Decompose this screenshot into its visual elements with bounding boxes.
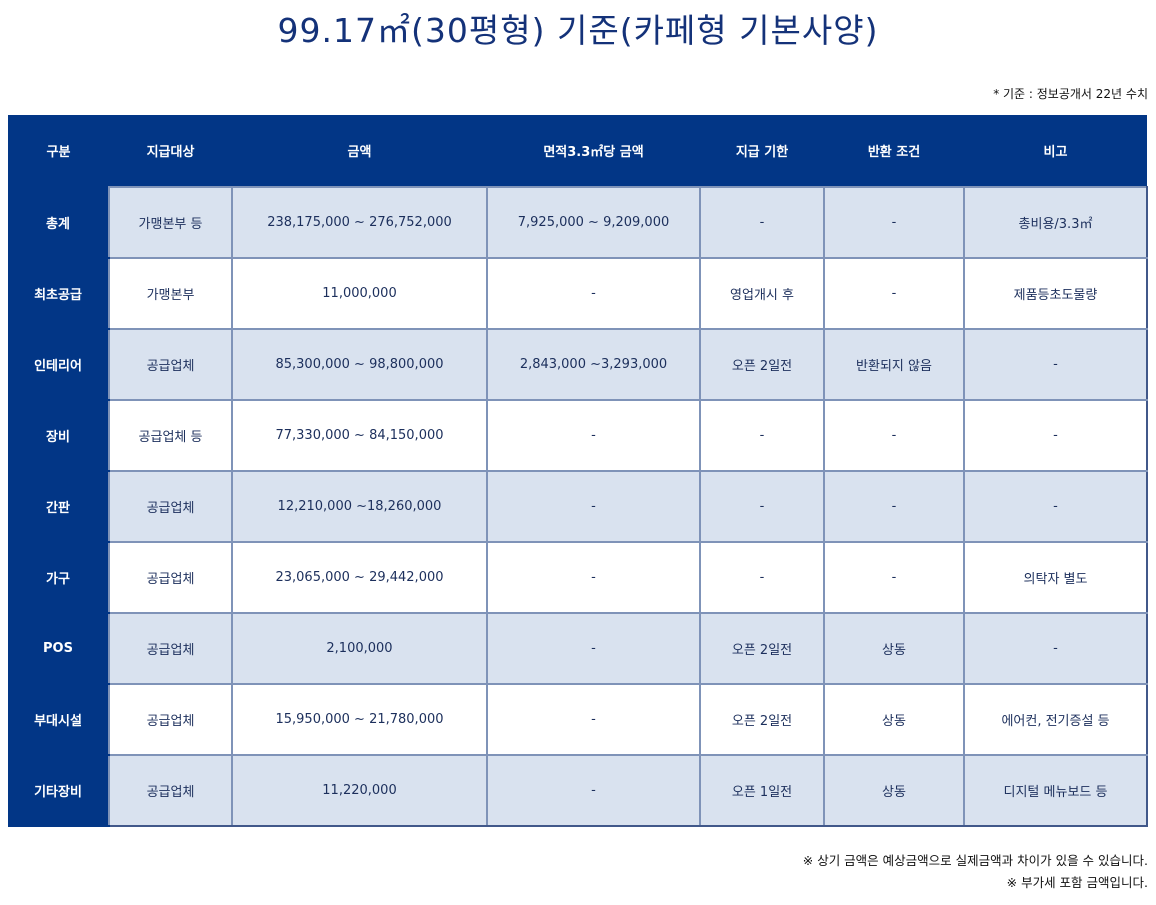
table-header-row: 구분 지급대상 금액 면적3.3㎡당 금액 지급 기한 반환 조건 비고 [8,115,1147,187]
table-row: POS 공급업체 2,100,000 - 오픈 2일전 상동 - [8,612,1148,685]
row-refund: - [823,399,965,472]
table-row: 간판 공급업체 12,210,000 ~18,260,000 - - - - [8,470,1148,543]
row-recipient: 공급업체 [108,754,233,827]
row-recipient: 공급업체 [108,541,233,614]
table-row: 인테리어 공급업체 85,300,000 ~ 98,800,000 2,843,… [8,328,1148,401]
row-amount: 15,950,000 ~ 21,780,000 [231,683,488,756]
row-category: 장비 [8,399,110,472]
header-deadline: 지급 기한 [700,115,824,187]
row-recipient: 공급업체 [108,328,233,401]
row-category: POS [8,612,110,685]
row-refund: - [823,186,965,259]
row-recipient: 가맹본부 등 [108,186,233,259]
row-amount: 238,175,000 ~ 276,752,000 [231,186,488,259]
row-deadline: 영업개시 후 [699,257,825,330]
row-refund: 상동 [823,683,965,756]
row-per-area: - [486,612,701,685]
row-note: 제품등초도물량 [963,257,1148,330]
row-per-area: - [486,257,701,330]
row-deadline: 오픈 1일전 [699,754,825,827]
row-category: 간판 [8,470,110,543]
row-refund: - [823,470,965,543]
table-row: 가구 공급업체 23,065,000 ~ 29,442,000 - - - 의탁… [8,541,1148,614]
row-recipient: 공급업체 [108,683,233,756]
row-note: - [963,399,1148,472]
row-note: - [963,470,1148,543]
row-category: 부대시설 [8,683,110,756]
header-refund: 반환 조건 [824,115,964,187]
table-row: 장비 공급업체 등 77,330,000 ~ 84,150,000 - - - … [8,399,1148,472]
row-refund: 반환되지 않음 [823,328,965,401]
header-amount: 금액 [232,115,487,187]
row-category: 인테리어 [8,328,110,401]
header-note: 비고 [964,115,1147,187]
row-amount: 85,300,000 ~ 98,800,000 [231,328,488,401]
table-row: 최초공급 가맹본부 11,000,000 - 영업개시 후 - 제품등초도물량 [8,257,1148,330]
row-amount: 23,065,000 ~ 29,442,000 [231,541,488,614]
row-amount: 12,210,000 ~18,260,000 [231,470,488,543]
row-per-area: 7,925,000 ~ 9,209,000 [486,186,701,259]
row-recipient: 공급업체 등 [108,399,233,472]
row-category: 기타장비 [8,754,110,827]
row-refund: - [823,257,965,330]
row-category: 총계 [8,186,110,259]
row-amount: 2,100,000 [231,612,488,685]
row-per-area: - [486,683,701,756]
row-category: 가구 [8,541,110,614]
row-note: 디지털 메뉴보드 등 [963,754,1148,827]
row-note: 의탁자 별도 [963,541,1148,614]
row-deadline: - [699,186,825,259]
row-deadline: 오픈 2일전 [699,612,825,685]
footnote-vat: ※ 부가세 포함 금액입니다. [1006,875,1148,890]
footnote-estimate: ※ 상기 금액은 예상금액으로 실제금액과 차이가 있을 수 있습니다. [802,853,1148,868]
row-deadline: - [699,470,825,543]
row-recipient: 공급업체 [108,612,233,685]
row-deadline: - [699,399,825,472]
page-title: 99.17㎡(30평형) 기준(카페형 기본사양) [277,11,879,50]
header-per-area: 면적3.3㎡당 금액 [487,115,700,187]
header-category: 구분 [8,115,109,187]
table-row: 부대시설 공급업체 15,950,000 ~ 21,780,000 - 오픈 2… [8,683,1148,756]
row-per-area: - [486,541,701,614]
row-refund: - [823,541,965,614]
row-note: 총비용/3.3㎡ [963,186,1148,259]
startup-cost-table: 구분 지급대상 금액 면적3.3㎡당 금액 지급 기한 반환 조건 비고 총계 … [8,115,1148,827]
row-per-area: - [486,399,701,472]
row-per-area: - [486,754,701,827]
header-recipient: 지급대상 [109,115,232,187]
row-recipient: 공급업체 [108,470,233,543]
table-row: 총계 가맹본부 등 238,175,000 ~ 276,752,000 7,92… [8,186,1148,259]
row-amount: 77,330,000 ~ 84,150,000 [231,399,488,472]
row-recipient: 가맹본부 [108,257,233,330]
row-note: - [963,612,1148,685]
row-category: 최초공급 [8,257,110,330]
row-amount: 11,220,000 [231,754,488,827]
row-refund: 상동 [823,754,965,827]
source-note: * 기준 : 정보공개서 22년 수치 [993,87,1148,101]
row-per-area: - [486,470,701,543]
table-row: 기타장비 공급업체 11,220,000 - 오픈 1일전 상동 디지털 메뉴보… [8,754,1148,827]
row-note: - [963,328,1148,401]
row-per-area: 2,843,000 ~3,293,000 [486,328,701,401]
row-note: 에어컨, 전기증설 등 [963,683,1148,756]
row-amount: 11,000,000 [231,257,488,330]
footnotes: ※ 상기 금액은 예상금액으로 실제금액과 차이가 있을 수 있습니다. ※ 부… [803,850,1148,894]
row-refund: 상동 [823,612,965,685]
row-deadline: 오픈 2일전 [699,328,825,401]
row-deadline: 오픈 2일전 [699,683,825,756]
row-deadline: - [699,541,825,614]
